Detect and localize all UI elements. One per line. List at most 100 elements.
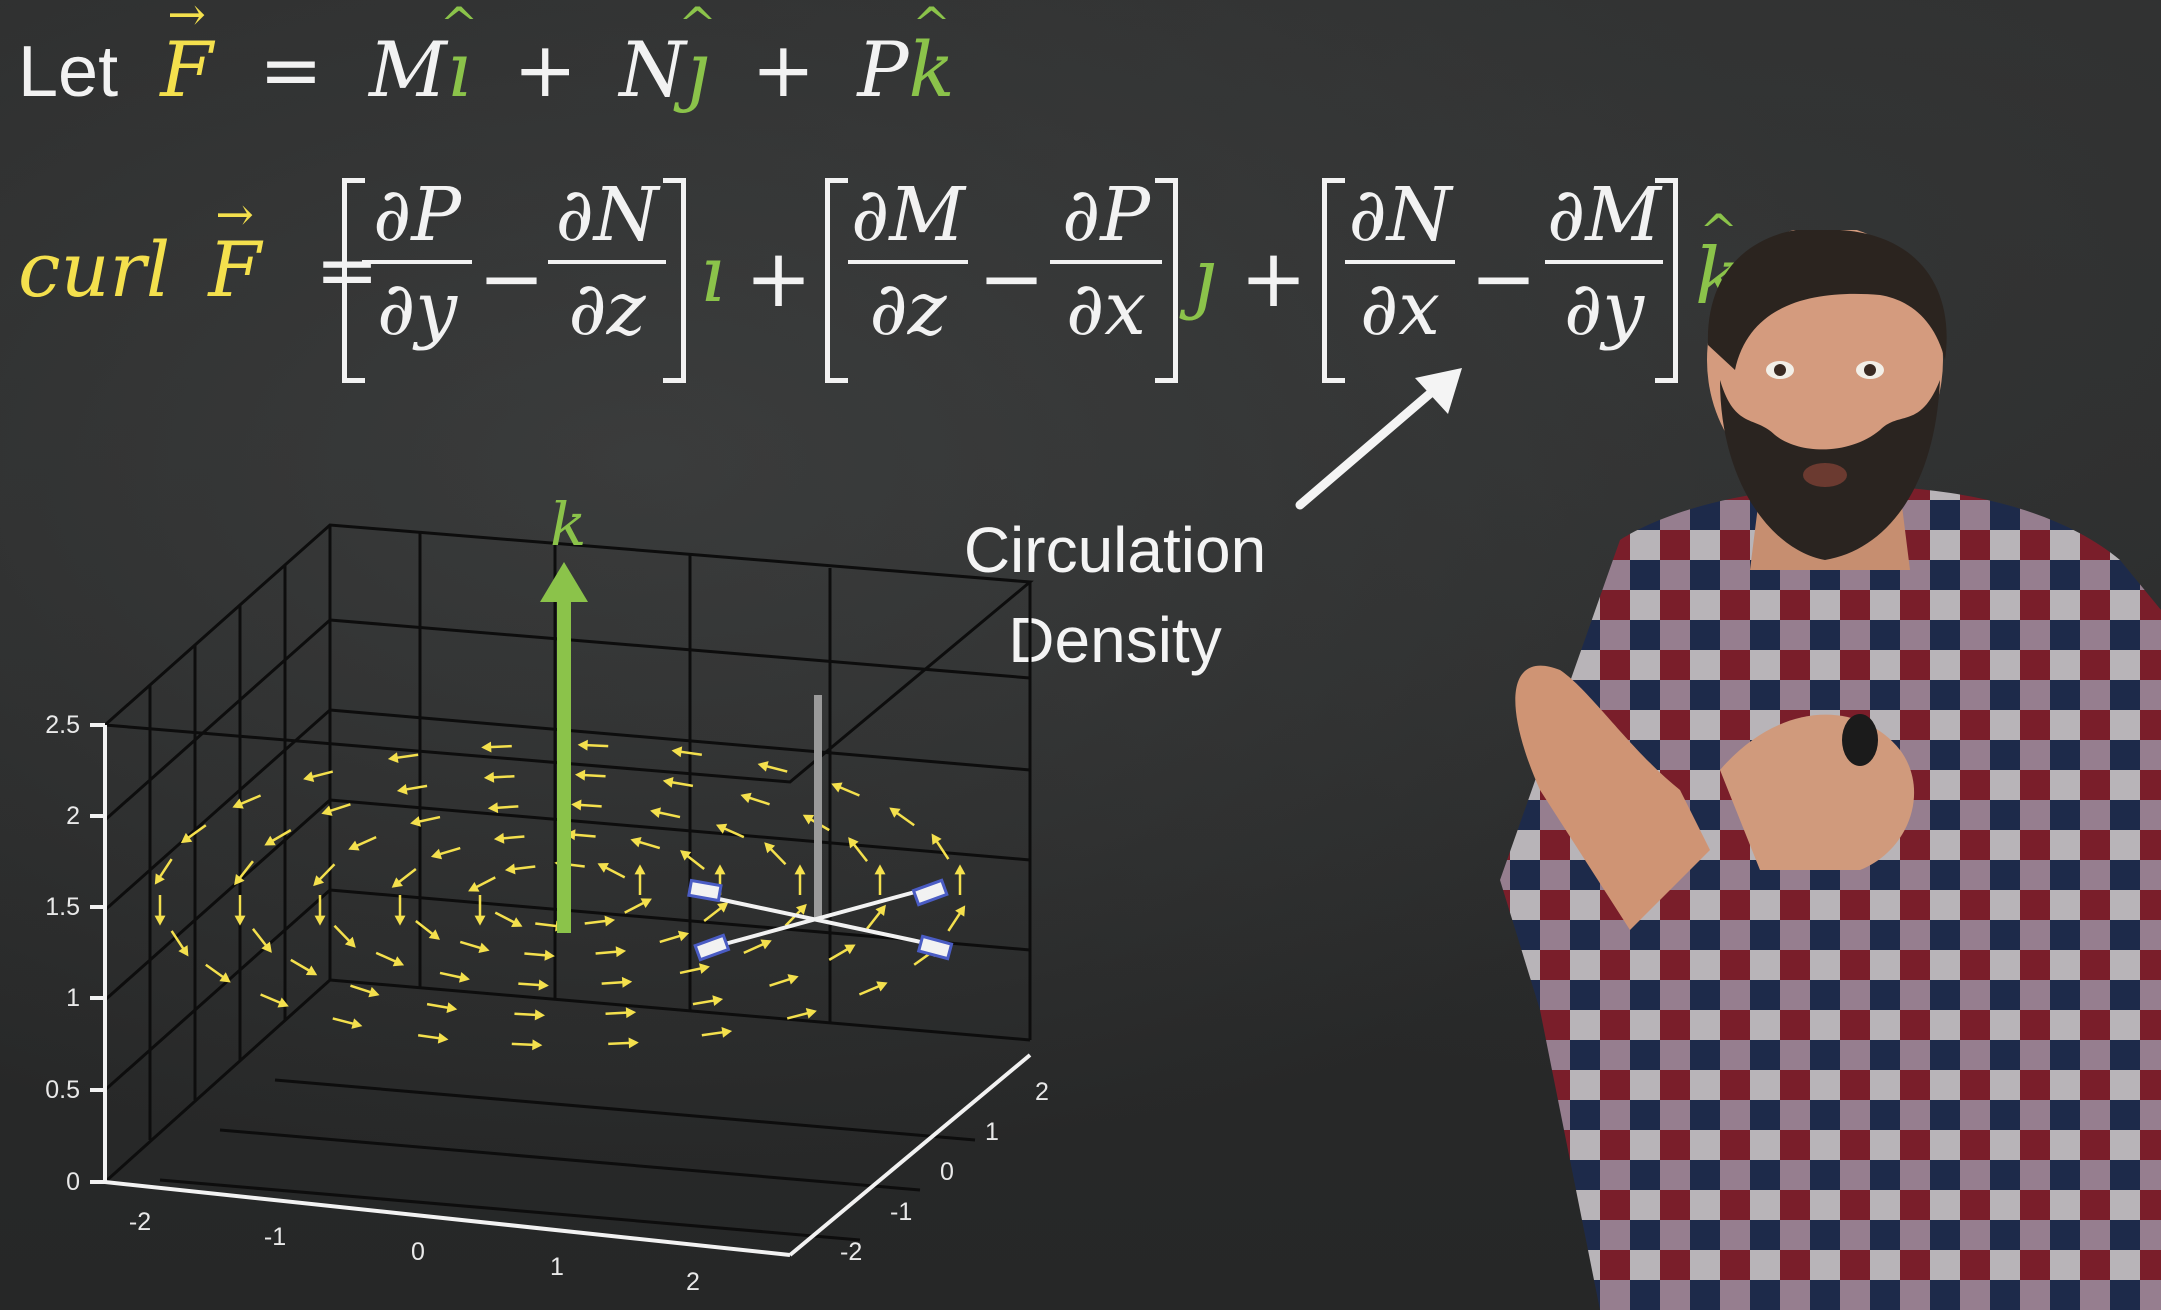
- field-arrow-head: [532, 1039, 543, 1051]
- z-tick: 1: [66, 984, 80, 1012]
- field-arrow-head: [844, 944, 856, 955]
- field-arrow-head: [671, 746, 683, 758]
- field-arrow-head: [544, 949, 555, 961]
- field-arrow-head: [313, 875, 325, 887]
- y-tick: 1: [985, 1118, 999, 1146]
- annotation-line-2: Density: [1008, 604, 1222, 676]
- field-arrow-head: [721, 1026, 733, 1038]
- curl-label: curl F =: [18, 225, 379, 314]
- field-arrow-head: [437, 1032, 449, 1044]
- plaid-shirt: [1500, 486, 2161, 1310]
- field-arrow-head: [321, 805, 333, 816]
- x-tick: -1: [264, 1223, 286, 1251]
- x-tick: 2: [686, 1268, 700, 1296]
- field-arrow-head: [794, 864, 806, 875]
- field-arrow-head: [261, 941, 272, 953]
- field-arrow-head: [714, 864, 726, 875]
- curl-vector-F: F: [208, 225, 261, 314]
- field-arrow-head: [571, 799, 582, 811]
- field-arrow-head: [504, 863, 516, 875]
- field-arrow-head: [831, 782, 843, 793]
- x-tick-labels: -2 -1 0 1 2: [129, 1208, 700, 1296]
- field-arrow-head: [178, 945, 189, 957]
- field-arrow-head: [787, 974, 799, 985]
- y-tick: 2: [1035, 1078, 1049, 1106]
- field-arrow-head: [303, 771, 315, 783]
- field-arrow-head: [677, 930, 690, 942]
- vector-field-definition: Let F = Mı + Nȷ + Pk: [18, 25, 955, 114]
- unit-k: k: [908, 25, 954, 114]
- field-arrow-head: [662, 776, 674, 788]
- field-arrow-head: [180, 832, 193, 844]
- field-arrow-head: [634, 864, 646, 875]
- field-arrow-head: [712, 995, 724, 1007]
- field-arrow-head: [410, 816, 422, 827]
- field-arrow-head: [577, 739, 588, 751]
- field-arrow-head: [483, 771, 495, 783]
- z-tick: 2.5: [45, 711, 80, 739]
- plus-sign-1: +: [513, 25, 578, 114]
- curl-word: curl: [18, 225, 171, 314]
- field-arrow-head: [481, 741, 492, 753]
- field-arrow-head: [640, 898, 652, 909]
- field-arrow-head: [391, 877, 403, 888]
- annotation-line-1: Circulation: [963, 514, 1267, 586]
- hair: [1707, 230, 1947, 370]
- plot-axes: [90, 723, 1032, 1257]
- field-arrow-head: [446, 1002, 458, 1014]
- mouth: [1803, 463, 1847, 487]
- field-arrow-head: [428, 929, 440, 940]
- field-arrow-head: [232, 798, 244, 809]
- x-tick: -2: [129, 1208, 151, 1236]
- z-tick: 0.5: [45, 1076, 80, 1104]
- clicker-remote: [1842, 714, 1878, 766]
- field-arrow-head: [795, 903, 807, 915]
- field-arrow-head: [458, 971, 470, 983]
- field-arrow-head: [468, 881, 480, 892]
- field-arrow-head: [875, 904, 886, 916]
- k-hat-caret-icon: ^: [555, 500, 585, 517]
- left-hand: [1515, 665, 1710, 930]
- field-arrow-head: [219, 972, 231, 983]
- y-tick: 0: [940, 1158, 954, 1186]
- field-arrow-head: [931, 833, 942, 845]
- vector-F: F: [160, 25, 213, 114]
- field-arrow-head: [344, 936, 356, 948]
- field-arrow-head: [348, 840, 360, 851]
- plot-grid: [101, 523, 1034, 1242]
- field-arrow-head: [715, 823, 728, 834]
- field-arrow-head: [264, 835, 276, 846]
- field-arrow-head: [876, 981, 888, 992]
- y-tick-labels: -2 -1 0 1 2: [840, 1078, 1049, 1266]
- y-tick: -1: [890, 1198, 912, 1226]
- field-arrow-head: [234, 915, 246, 926]
- y-tick: -2: [840, 1238, 862, 1266]
- field-arrow-head: [277, 997, 289, 1008]
- z-tick: 2: [66, 802, 80, 830]
- field-arrow-head: [698, 963, 710, 974]
- field-arrow-head: [234, 874, 245, 886]
- curl-equals: =: [315, 225, 379, 314]
- field-arrow-head: [760, 939, 772, 950]
- field-arrow-head: [805, 1007, 817, 1019]
- field-arrow-head: [597, 863, 609, 873]
- field-arrow-head: [604, 915, 616, 927]
- field-arrow-head: [802, 814, 815, 825]
- field-arrow-head: [351, 1018, 363, 1029]
- field-arrow-head: [680, 850, 692, 861]
- field-arrow-head: [305, 965, 318, 976]
- component-M: M: [369, 25, 447, 114]
- field-arrow-head: [534, 1009, 546, 1021]
- field-arrow-head: [954, 864, 966, 875]
- field-arrow-head: [630, 836, 642, 848]
- unit-j: ȷ: [686, 25, 710, 114]
- field-arrow-head: [430, 848, 443, 860]
- x-tick: 1: [550, 1253, 564, 1281]
- unit-i: ı: [447, 25, 471, 114]
- component-N: N: [619, 25, 686, 114]
- k-hat-label: k: [550, 500, 586, 560]
- let-word: Let: [18, 32, 119, 112]
- field-arrow-head: [154, 915, 166, 926]
- field-arrow-head: [764, 842, 776, 854]
